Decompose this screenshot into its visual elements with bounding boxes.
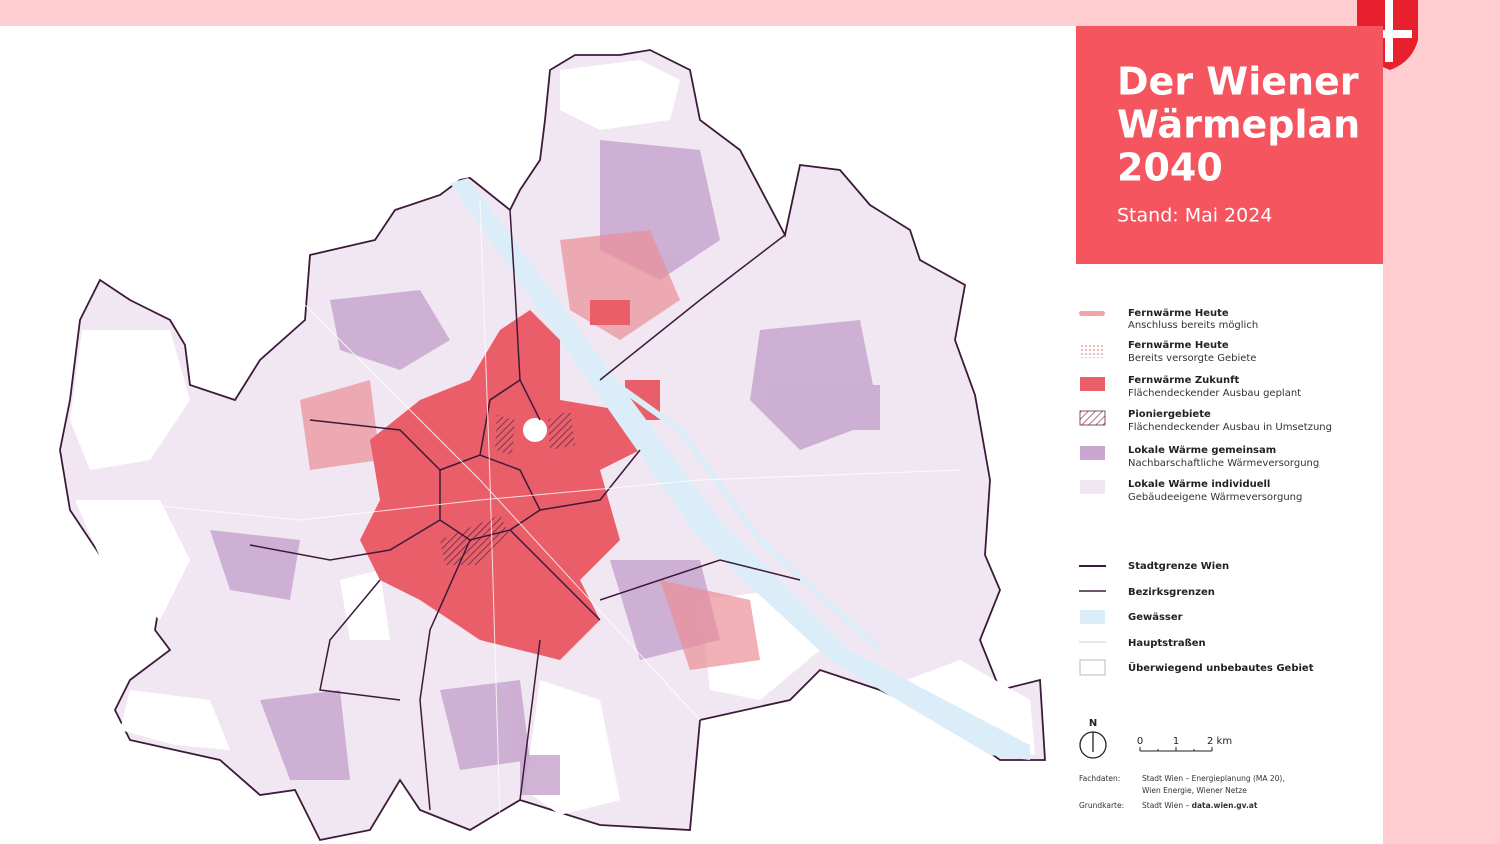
legend-swatch [1080, 446, 1105, 460]
legend-title: Fernwärme Zukunft [1128, 375, 1239, 386]
legend-title: Hauptstraßen [1128, 638, 1206, 649]
credit-text: Stadt Wien – Energieplanung (MA 20), [1142, 774, 1285, 783]
credit-text: Stadt Wien – data.wien.gv.at [1142, 801, 1258, 810]
legend-swatch [1080, 377, 1105, 391]
legend-swatch [1079, 311, 1105, 316]
side-bar [1383, 0, 1500, 844]
legend-title: Fernwärme Heute [1128, 340, 1229, 351]
legend-title: Lokale Wärme individuell [1128, 479, 1270, 490]
district-borders [249, 209, 801, 811]
credit-label: Fachdaten: [1079, 774, 1120, 783]
credit-prefix: Stadt Wien – [1142, 801, 1192, 810]
legend-swatch [1080, 480, 1105, 494]
legend-description: Bereits versorgte Gebiete [1128, 353, 1256, 364]
title-line: Wärmeplan [1117, 103, 1360, 147]
district-heating-today [300, 230, 760, 670]
logo-cross [1362, 0, 1412, 62]
scale-bar [1139, 747, 1213, 752]
credit-link: data.wien.gv.at [1192, 801, 1258, 810]
subtitle: Stand: Mai 2024 [1117, 205, 1272, 227]
legend-swatch [1080, 610, 1105, 624]
legend-description: Flächendeckender Ausbau geplant [1128, 388, 1301, 399]
legend-title: Stadtgrenze Wien [1128, 561, 1229, 572]
water-island [523, 418, 547, 442]
north-label: N [1089, 718, 1097, 729]
legend-description: Nachbarschaftliche Wärmeversorgung [1128, 458, 1319, 469]
map [59, 49, 1046, 842]
title-line: Der Wiener [1117, 60, 1359, 104]
legend-description: Flächendeckender Ausbau in Umsetzung [1128, 422, 1332, 433]
local-heat-shared [210, 140, 880, 795]
top-bar [0, 0, 1500, 26]
scale-label: 0 [1137, 736, 1143, 747]
credit-text: Wien Energie, Wiener Netze [1142, 786, 1247, 795]
title-box [1076, 26, 1383, 264]
scale-label: 1 [1173, 736, 1179, 747]
main-roads [99, 199, 961, 821]
legend-swatch [1079, 659, 1106, 676]
legend-swatch [1079, 410, 1106, 426]
credit-label: Grundkarte: [1079, 801, 1124, 810]
district-heating-future [590, 300, 630, 325]
danube-canal [477, 198, 883, 653]
legend-title: Überwiegend unbebautes Gebiet [1128, 660, 1314, 674]
legend-title: Fernwärme Heute [1128, 308, 1229, 319]
scale-label: 2 km [1207, 736, 1232, 747]
legend-description: Gebäudeeigene Wärmeversorgung [1128, 492, 1302, 503]
legend-title: Bezirksgrenzen [1128, 587, 1215, 598]
legend-title: Lokale Wärme gemeinsam [1128, 445, 1276, 456]
district-heating-future [360, 310, 640, 660]
legend-swatch [1080, 344, 1105, 358]
legend-title: Pioniergebiete [1128, 409, 1211, 420]
title-line: 2040 [1117, 146, 1223, 190]
legend-description: Anschluss bereits möglich [1128, 320, 1258, 331]
legend-title: Gewässer [1128, 612, 1183, 623]
legend: Fernwärme Heute Anschluss bereits möglic… [1079, 308, 1332, 676]
